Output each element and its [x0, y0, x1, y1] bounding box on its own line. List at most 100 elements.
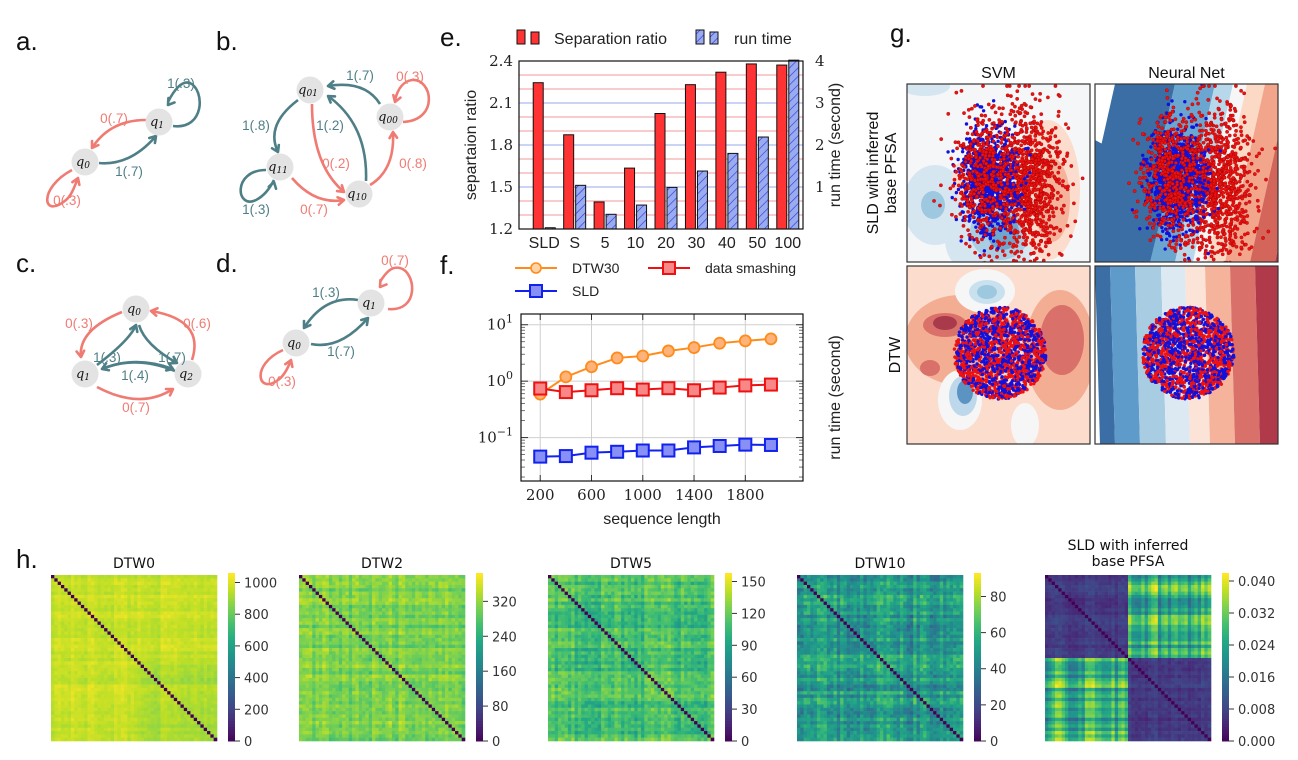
- scatter-point-red: [1018, 207, 1023, 212]
- scatter-point-red: [1001, 192, 1006, 197]
- scatter-point-red: [1008, 112, 1013, 117]
- scatter-point-red: [1196, 240, 1200, 245]
- scatter-point-red: [1005, 201, 1010, 206]
- scatter-point-red: [1145, 137, 1150, 142]
- legend-label: data smashing: [705, 260, 796, 276]
- scatter-point-red: [976, 240, 980, 244]
- node-subscript: 01: [306, 89, 317, 99]
- data-point: [687, 341, 701, 354]
- scatter-point-red: [1046, 131, 1051, 135]
- scatter-point-red: [979, 207, 984, 212]
- scatter-point-red: [1233, 160, 1237, 165]
- scatter-point-red: [1242, 218, 1247, 223]
- scatter-point-red: [1057, 181, 1062, 185]
- scatter-point-blue: [1208, 171, 1212, 175]
- scatter-point-red: [999, 137, 1004, 141]
- state-node-c-q0: q0: [122, 295, 150, 323]
- scatter-point-red: [1144, 164, 1149, 169]
- node-subscript: 0: [135, 308, 141, 318]
- data-point: [610, 444, 625, 459]
- scatter-point-red: [1167, 161, 1171, 165]
- series-line-sld: [540, 443, 771, 458]
- data-point: [687, 440, 702, 455]
- scatter-point-red: [1022, 170, 1027, 175]
- tick-base: 10: [487, 316, 506, 334]
- scatter-point-red: [1189, 205, 1194, 210]
- scatter-point-red: [1206, 197, 1211, 201]
- scatter-point-red: [1037, 132, 1042, 136]
- svm-dtw-panel: [907, 266, 1090, 444]
- scatter-point-red: [1011, 216, 1015, 220]
- scatter-point-red: [970, 235, 974, 240]
- scatter-point-red: [970, 106, 974, 111]
- scatter-point-red: [968, 142, 973, 146]
- scatter-point-red: [1035, 148, 1039, 152]
- scatter-point-red: [1159, 113, 1164, 118]
- scatter-point-red: [1184, 233, 1189, 238]
- scatter-point-red: [998, 157, 1003, 162]
- scatter-point-red: [1227, 250, 1232, 255]
- scatter-point-red: [1221, 137, 1225, 142]
- scatter-point-red: [987, 254, 992, 259]
- scatter-point-red: [989, 144, 993, 149]
- scatter-point-red: [1034, 193, 1038, 198]
- arrowhead-icon: [149, 306, 159, 317]
- state-node-c-q1: q1: [71, 360, 99, 388]
- scatter-point-red: [1188, 168, 1193, 173]
- contour-region: [921, 191, 945, 219]
- scatter-point-red: [1181, 217, 1186, 222]
- scatter-point-red: [1193, 117, 1198, 122]
- scatter-point-red: [1227, 133, 1232, 138]
- scatter-point-red: [1041, 214, 1046, 219]
- data-point: [558, 385, 573, 400]
- scatter-point-red: [1030, 92, 1035, 96]
- scatter-point-red: [1056, 114, 1061, 118]
- legend-marker: [662, 261, 676, 275]
- scatter-point-red: [1023, 84, 1028, 88]
- scatter-point-red: [1185, 139, 1190, 144]
- scatter-point-red: [1234, 180, 1238, 185]
- scatter-point-red: [1232, 226, 1237, 230]
- scatter-point-red: [1132, 189, 1137, 193]
- scatter-point-red: [962, 111, 966, 115]
- scatter-point-red: [995, 255, 999, 259]
- edge-path: [291, 177, 345, 203]
- scatter-point-red: [1011, 242, 1016, 247]
- bar-run-time: [696, 170, 708, 230]
- scatter-point-red: [1242, 115, 1246, 119]
- scatter-point-red: [1215, 235, 1220, 240]
- scatter-point-red: [1239, 157, 1244, 161]
- scatter-point-red: [1196, 101, 1200, 106]
- scatter-point-red: [996, 144, 1000, 149]
- y-tick-label: 1.2: [489, 220, 513, 238]
- scatter-point-blue: [984, 123, 989, 128]
- scatter-point-blue: [1022, 177, 1027, 181]
- scatter-point-red: [1230, 113, 1235, 118]
- arrowhead-icon: [335, 184, 346, 194]
- row-label: DTW: [887, 336, 904, 373]
- scatter-point-red: [961, 142, 966, 146]
- legend-swatch-runtime: [709, 31, 719, 45]
- scatter-point-red: [1048, 135, 1053, 139]
- scatter-point-red: [1190, 102, 1195, 107]
- scatter-point-red: [1146, 149, 1151, 154]
- scatter-point-red: [1014, 172, 1019, 177]
- scatter-point-red: [1171, 165, 1176, 170]
- legend-label: SLD: [572, 283, 599, 299]
- scatter-point-red: [1162, 188, 1167, 193]
- scatter-point-red: [1174, 174, 1178, 179]
- scatter-point-red: [1018, 148, 1023, 153]
- scatter-point-red: [961, 224, 966, 228]
- separation-ratio-chart: SLD S 5 10 20 30 40 50 1001.21.51.82.12.41234sep…: [463, 29, 844, 252]
- scatter-point-red: [1152, 222, 1157, 226]
- scatter-point-red: [1045, 148, 1050, 153]
- scatter-point-red: [1249, 161, 1254, 166]
- x-tick-label: 30: [688, 235, 706, 252]
- scatter-point-red: [1211, 213, 1216, 217]
- scatter-point-red: [1239, 235, 1244, 240]
- y-right-tick-label: 2: [815, 136, 825, 154]
- arrowhead-icon: [90, 139, 100, 150]
